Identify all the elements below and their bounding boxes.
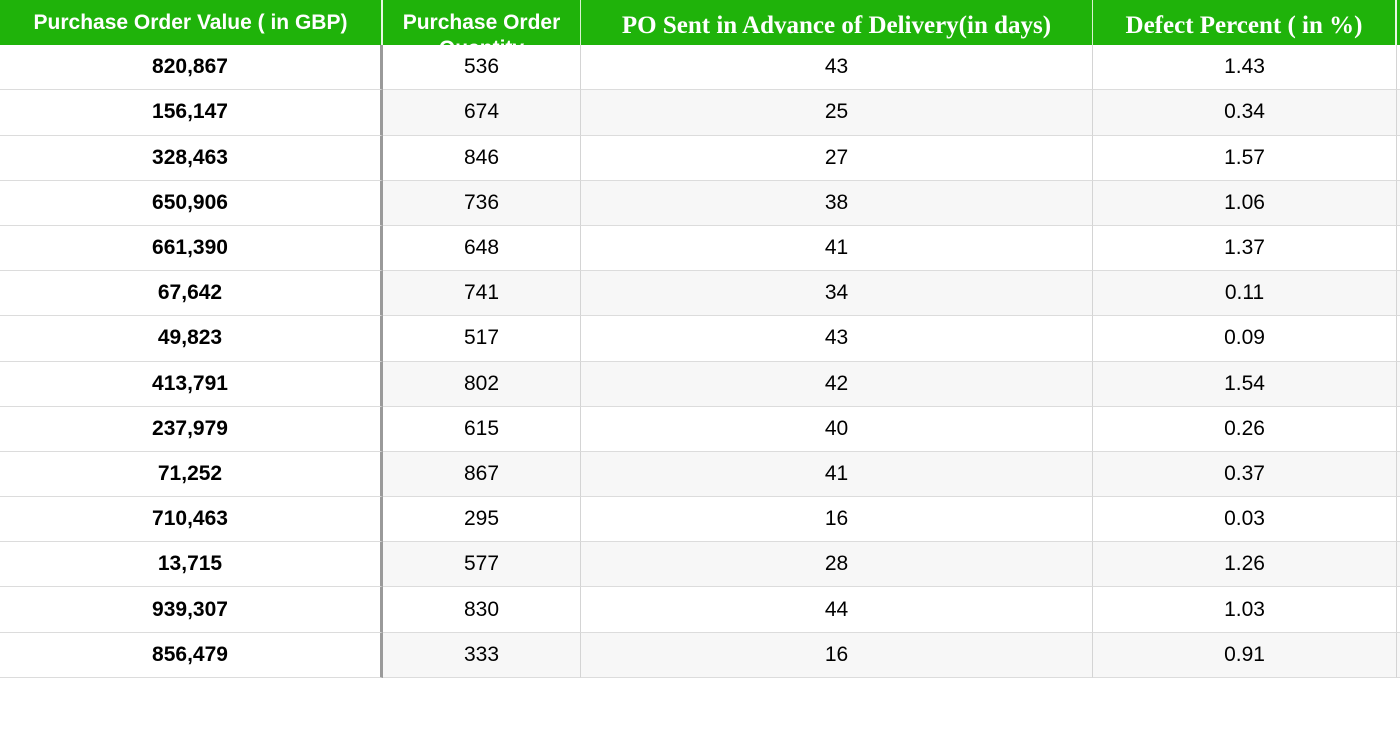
cell-po-advance-days[interactable]: 27 — [581, 135, 1093, 181]
cell-po-value[interactable]: 661,390 — [0, 225, 383, 272]
cell-po-advance-days[interactable]: 28 — [581, 542, 1093, 588]
cell-po-advance-days[interactable]: 25 — [581, 90, 1093, 136]
cell-po-advance-days[interactable]: 16 — [581, 497, 1093, 543]
cell-po-quantity[interactable]: 802 — [383, 361, 581, 407]
cell-po-advance-days[interactable]: 40 — [581, 406, 1093, 452]
cell-defect-percent[interactable]: 0.26 — [1093, 406, 1397, 452]
cell-po-advance-days[interactable]: 34 — [581, 271, 1093, 317]
cell-defect-percent[interactable]: 0.03 — [1093, 497, 1397, 543]
cell-po-quantity[interactable]: 295 — [383, 497, 581, 543]
cell-po-quantity[interactable]: 830 — [383, 587, 581, 633]
cell-next-column-edge[interactable] — [1397, 135, 1400, 181]
cell-po-quantity[interactable]: 648 — [383, 225, 581, 272]
cell-defect-percent[interactable]: 1.37 — [1093, 225, 1397, 272]
cell-next-column-edge[interactable] — [1397, 361, 1400, 407]
cell-defect-percent[interactable]: 1.54 — [1093, 361, 1397, 407]
cell-po-advance-days[interactable]: 44 — [581, 587, 1093, 633]
cell-po-value[interactable]: 156,147 — [0, 90, 383, 136]
cell-po-quantity[interactable]: 846 — [383, 135, 581, 181]
cell-po-quantity[interactable]: 867 — [383, 451, 581, 498]
cell-po-quantity[interactable]: 536 — [383, 45, 581, 91]
cell-po-value[interactable]: 710,463 — [0, 497, 383, 543]
cell-defect-percent[interactable]: 1.57 — [1093, 135, 1397, 181]
cell-po-advance-days[interactable]: 41 — [581, 225, 1093, 272]
cell-po-quantity[interactable]: 736 — [383, 180, 581, 226]
cell-next-column-edge[interactable] — [1397, 497, 1400, 543]
cell-po-value[interactable]: 820,867 — [0, 45, 383, 91]
cell-defect-percent[interactable]: 1.26 — [1093, 542, 1397, 588]
cell-po-value[interactable]: 650,906 — [0, 180, 383, 226]
cell-next-column-edge[interactable] — [1397, 406, 1400, 452]
cell-defect-percent[interactable]: 0.11 — [1093, 271, 1397, 317]
cell-next-column-edge[interactable] — [1397, 451, 1400, 498]
cell-po-quantity[interactable]: 517 — [383, 316, 581, 362]
cell-defect-percent[interactable]: 0.91 — [1093, 632, 1397, 678]
cell-next-column-edge[interactable] — [1397, 587, 1400, 633]
cell-po-value[interactable]: 13,715 — [0, 542, 383, 588]
cell-po-advance-days[interactable]: 41 — [581, 451, 1093, 498]
header-row: Purchase Order Value ( in GBP) Purchase … — [0, 0, 1400, 109]
cell-po-value[interactable]: 71,252 — [0, 451, 383, 498]
cell-po-quantity[interactable]: 741 — [383, 271, 581, 317]
cell-po-advance-days[interactable]: 43 — [581, 316, 1093, 362]
cell-po-value[interactable]: 413,791 — [0, 361, 383, 407]
cell-po-value[interactable]: 49,823 — [0, 316, 383, 362]
cell-next-column-edge[interactable] — [1397, 225, 1400, 272]
cell-po-value[interactable]: 856,479 — [0, 632, 383, 678]
cell-po-quantity[interactable]: 674 — [383, 90, 581, 136]
cell-po-value[interactable]: 237,979 — [0, 406, 383, 452]
cell-next-column-edge[interactable] — [1397, 180, 1400, 226]
cell-po-quantity[interactable]: 577 — [383, 542, 581, 588]
cell-po-quantity[interactable]: 333 — [383, 632, 581, 678]
cell-po-advance-days[interactable]: 42 — [581, 361, 1093, 407]
cell-po-quantity[interactable]: 615 — [383, 406, 581, 452]
cell-defect-percent[interactable]: 0.37 — [1093, 451, 1397, 498]
cell-po-value[interactable]: 67,642 — [0, 271, 383, 317]
cell-next-column-edge[interactable] — [1397, 542, 1400, 588]
cell-defect-percent[interactable]: 1.06 — [1093, 180, 1397, 226]
cell-next-column-edge[interactable] — [1397, 316, 1400, 362]
cell-next-column-edge[interactable] — [1397, 271, 1400, 317]
cell-next-column-edge[interactable] — [1397, 90, 1400, 136]
cell-defect-percent[interactable]: 1.43 — [1093, 45, 1397, 91]
cell-po-value[interactable]: 328,463 — [0, 135, 383, 181]
cell-defect-percent[interactable]: 1.03 — [1093, 587, 1397, 633]
table-body: 820,867 536 43 1.43 156,147 674 25 0.34 328,463 8… — [0, 45, 1400, 678]
cell-po-advance-days[interactable]: 43 — [581, 45, 1093, 91]
cell-defect-percent[interactable]: 0.09 — [1093, 316, 1397, 362]
cell-next-column-edge[interactable] — [1397, 632, 1400, 678]
cell-po-advance-days[interactable]: 16 — [581, 632, 1093, 678]
cell-po-advance-days[interactable]: 38 — [581, 180, 1093, 226]
cell-defect-percent[interactable]: 0.34 — [1093, 90, 1397, 136]
cell-next-column-edge[interactable] — [1397, 45, 1400, 91]
cell-po-value[interactable]: 939,307 — [0, 587, 383, 633]
